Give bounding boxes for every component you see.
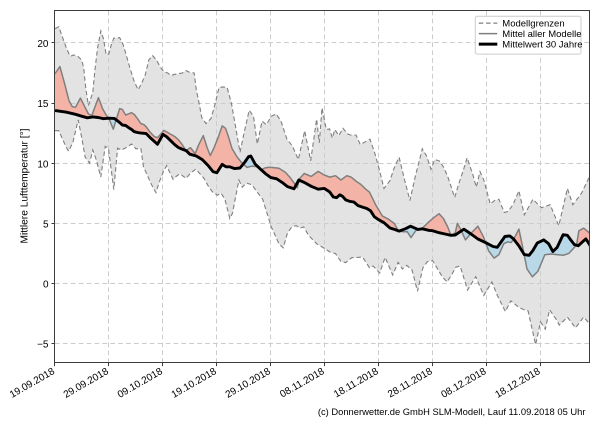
- svg-text:15: 15: [37, 99, 49, 110]
- svg-text:5: 5: [43, 219, 49, 230]
- svg-text:Mittelwert 30 Jahre: Mittelwert 30 Jahre: [502, 39, 582, 50]
- svg-text:20: 20: [37, 39, 49, 50]
- svg-text:10: 10: [37, 159, 49, 170]
- svg-text:Modellgrenzen: Modellgrenzen: [502, 18, 564, 29]
- svg-text:Mittlere Lufttemperatur [°]: Mittlere Lufttemperatur [°]: [20, 128, 31, 243]
- svg-text:0: 0: [43, 280, 49, 291]
- svg-text:(c) Donnerwetter.de GmbH SLM-M: (c) Donnerwetter.de GmbH SLM-Modell, Lau…: [318, 406, 586, 417]
- svg-text:−5: −5: [37, 340, 49, 351]
- svg-text:Mittel aller Modelle: Mittel aller Modelle: [502, 29, 581, 40]
